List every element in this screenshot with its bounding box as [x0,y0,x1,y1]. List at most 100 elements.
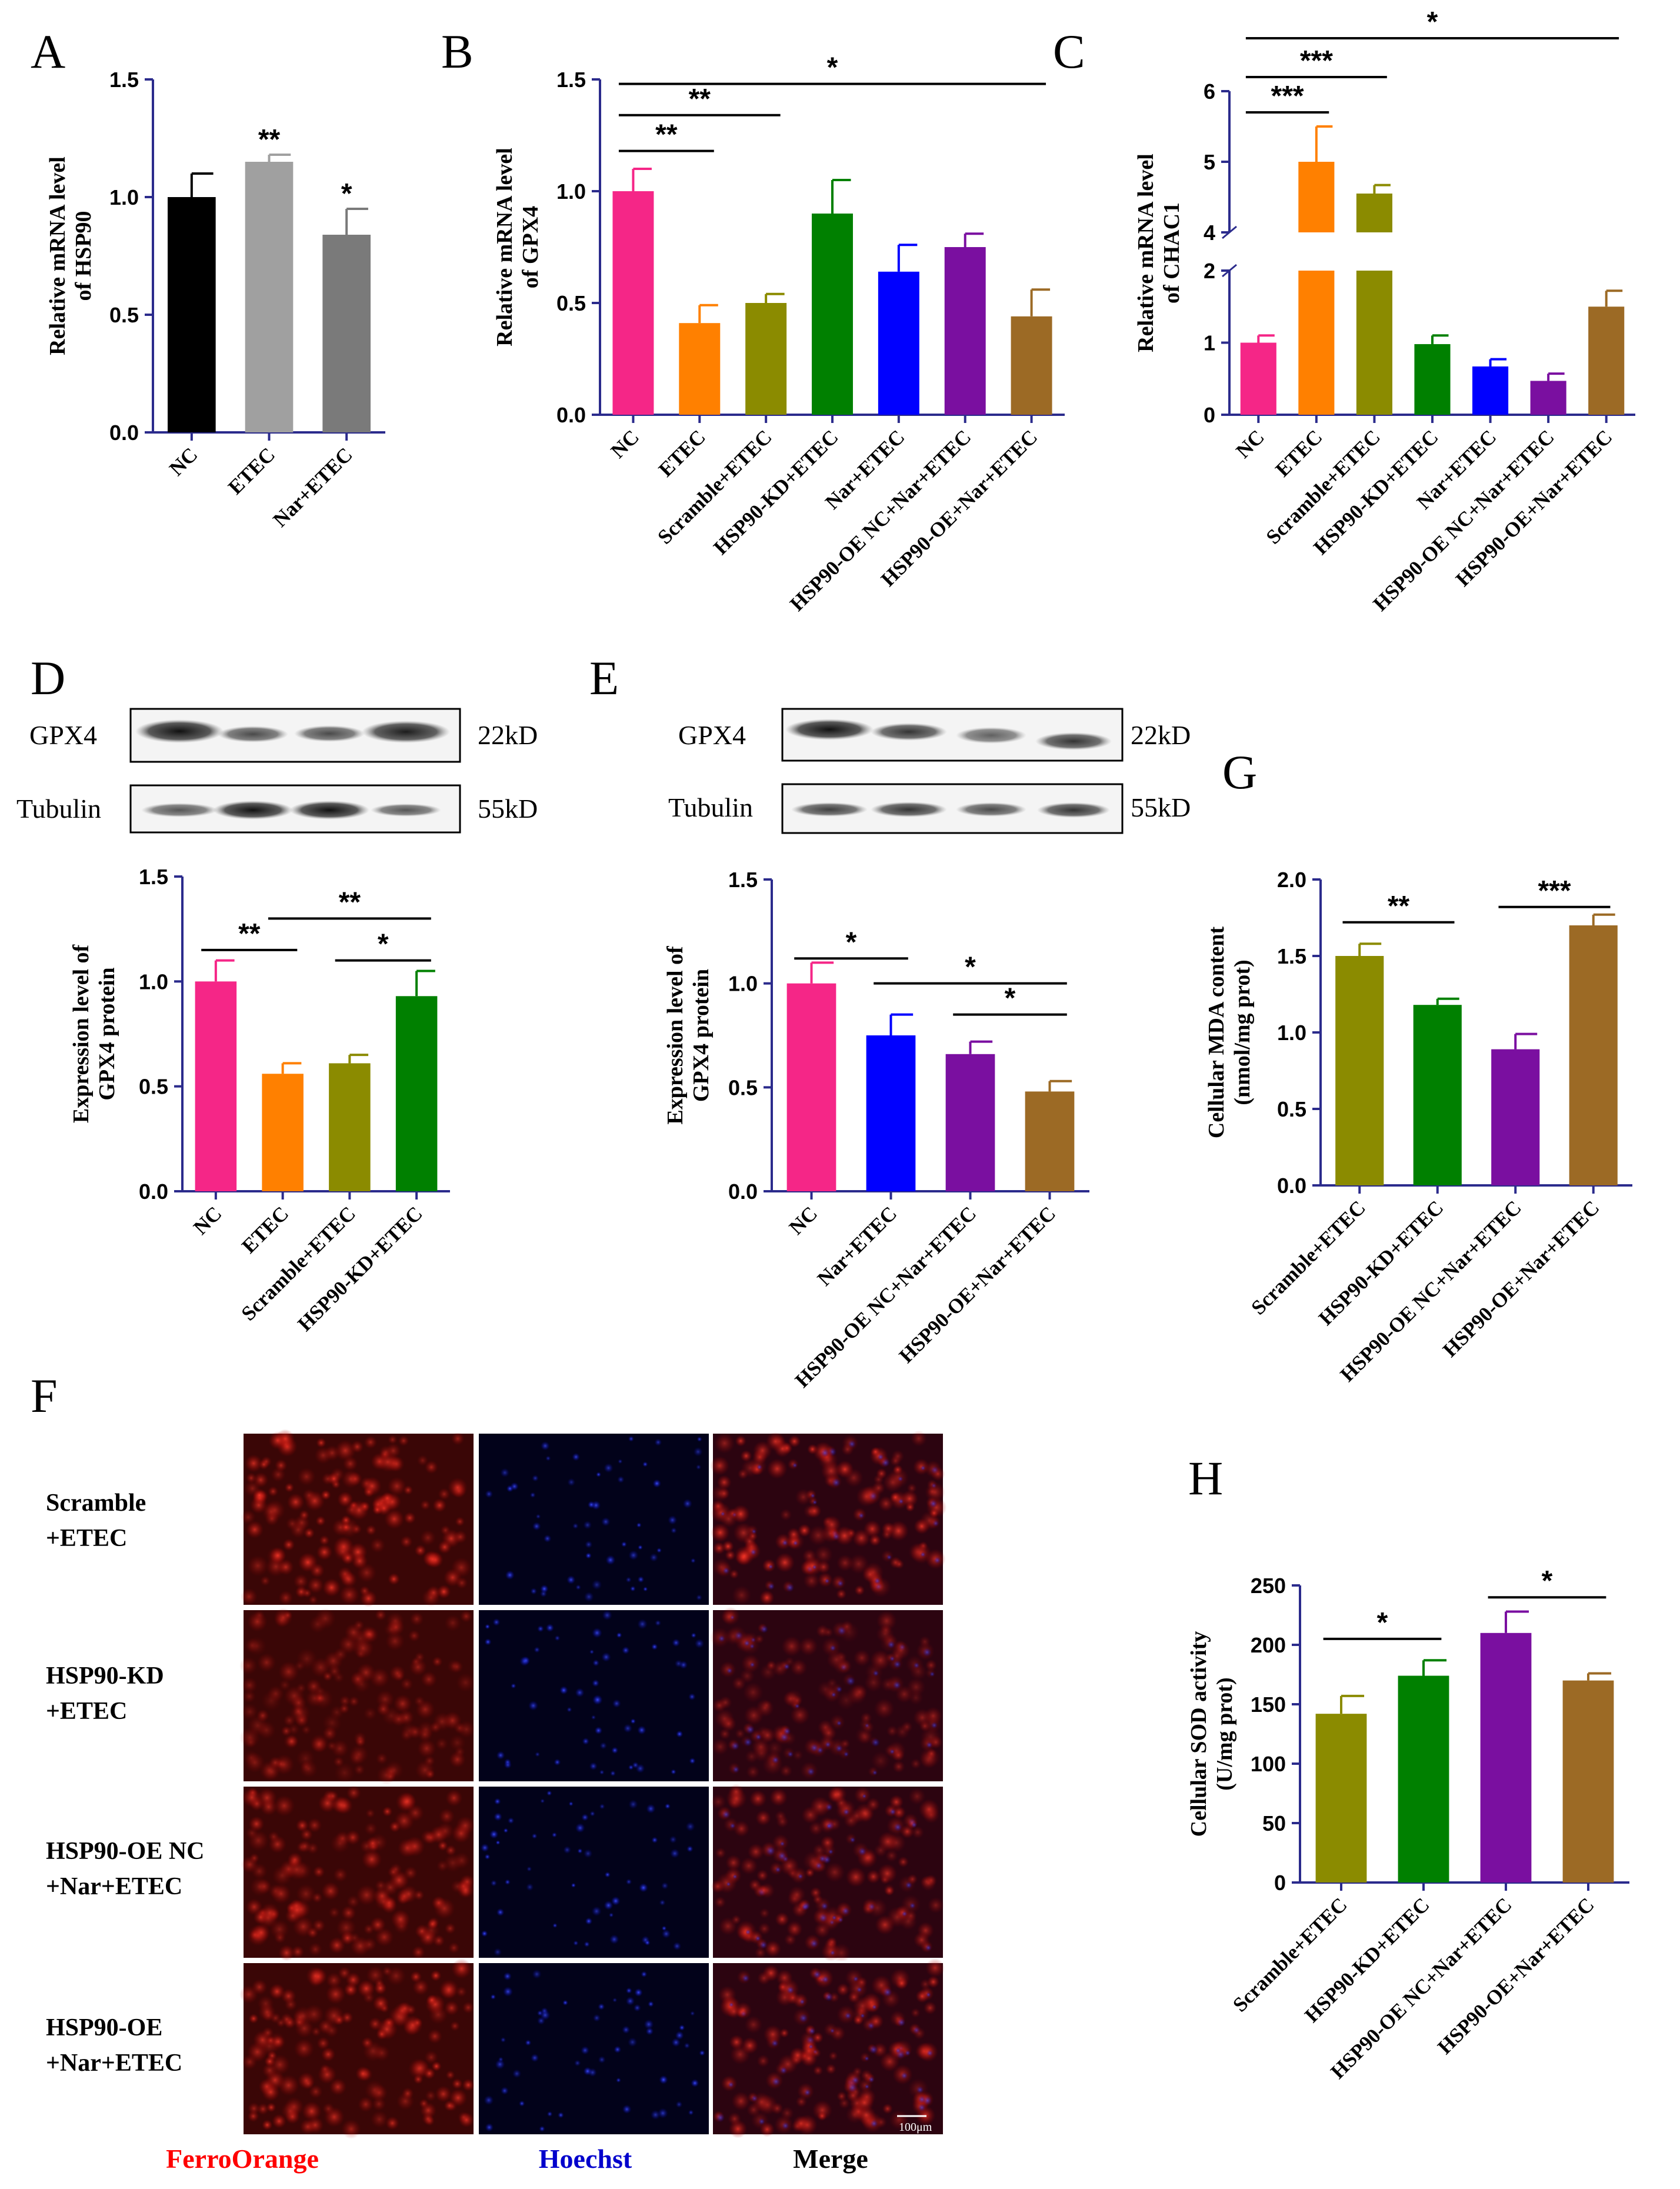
y-axis-label-line: Cellular SOD activity [1186,1631,1211,1837]
microscopy-image [709,1607,945,1784]
y-tick-label: 1.0 [556,179,586,204]
bar [786,983,836,1191]
wb-e-protein-gpx4: GPX4 [678,720,746,750]
y-tick-label: 5 [1204,150,1215,174]
f-row-label-3a: HSP90-OE NC [46,1838,205,1865]
bar-upper [1356,194,1392,232]
bar-upper [1298,162,1335,232]
bar [1414,344,1451,415]
microscopy-image [711,1958,945,2138]
significance-label: ** [655,119,678,151]
bar [1480,1632,1532,1883]
y-tick-label: 0.5 [1277,1097,1306,1121]
x-tick-label: NC [785,1202,822,1239]
y-tick-label: 0.0 [109,421,139,445]
bar [1398,1675,1449,1883]
microscopy-image [476,1431,711,1607]
bar [1569,925,1618,1185]
bar [1335,956,1384,1185]
wb-e-size-22kd: 22kD [1131,720,1191,750]
x-tick-label: ETEC [654,425,710,481]
wb-e-protein-tubulin: Tubulin [668,792,753,822]
bar [1413,1005,1462,1185]
bar [944,247,986,415]
x-tick-label: ETEC [237,1202,293,1258]
microscopy-image [239,1958,476,2139]
y-axis-label: Cellular MDA content(nmol/mg prot) [1204,927,1255,1139]
y-tick-label: 0.0 [556,403,586,427]
chart-d: 0.0 0.5 1.0 1.5 Expression level ofGPX4 prot… [69,865,450,1335]
bar [1472,366,1509,415]
western-blot-d: GPX4 Tubulin 22kD 55kD [16,708,538,834]
f-row-label-2b: +ETEC [46,1698,127,1725]
wb-e-bands-gpx4 [785,719,1112,750]
y-tick-label: 100 [1251,1752,1286,1776]
bar [395,996,438,1191]
scale-bar-label: 100μm [899,2121,932,2134]
panel-letter-c: C [1053,25,1085,78]
y-axis-label-line: Expression level of [69,944,94,1124]
f-row-label-1a: Scramble [46,1490,146,1517]
microscopy-image [239,1608,476,1785]
f-channel-ferroorange: FerroOrange [166,2144,319,2174]
bar [866,1035,916,1191]
bar [878,271,919,415]
bar [329,1063,371,1191]
y-tick-label: 0.5 [109,303,139,327]
panel-letter-e: E [589,651,619,705]
bar [1491,1049,1540,1185]
bar [679,323,721,415]
significance-label: ** [238,918,261,949]
wb-d-bands-gpx4 [135,719,450,743]
y-tick-label: 1.0 [109,185,139,209]
significance-label: ** [258,124,281,155]
f-row-label-2a: HSP90-KD [46,1662,164,1690]
scale-bar: 100μm [897,2115,932,2134]
significance-label: ** [689,84,711,115]
chart-b: 0.0 0.5 1.0 1.5 Relative mRNA levelof GPX4 NC… [492,52,1065,615]
significance-label: * [846,927,857,958]
y-axis-label: Relative mRNA levelof CHAC1 [1134,154,1184,352]
y-axis-label: Expression level ofGPX4 protein [663,945,714,1125]
y-axis-label-line: Cellular MDA content [1204,927,1229,1139]
x-tick-label: HSP90-KD+ETEC [293,1202,426,1335]
wb-d-protein-gpx4: GPX4 [29,720,97,750]
chart-h: 0 50 100 150 200 250 Cellular SOD activity(U/m… [1186,1565,1629,2083]
y-tick-label: 2.0 [1277,868,1306,892]
significance-label: * [1377,1607,1388,1638]
bar [1562,1680,1614,1883]
y-tick-label: 2 [1204,259,1215,283]
y-tick-label: 150 [1251,1692,1286,1717]
wb-e-size-55kd: 55kD [1131,792,1191,822]
y-axis-label-line: of HSP90 [71,211,96,301]
panel-letter-g: G [1222,745,1257,799]
y-tick-label: 0.5 [556,291,586,315]
wb-d-size-55kd: 55kD [478,794,538,824]
microscopy-image [711,1784,945,1963]
bar [745,303,787,415]
microscopy-image [241,1784,476,1961]
y-axis-label-line: of GPX4 [518,206,543,288]
y-tick-label: 0.0 [139,1180,168,1204]
x-tick-label: ETEC [224,443,279,499]
microscopy-image [476,1784,711,1960]
y-axis-label-line: Relative mRNA level [492,148,517,346]
x-tick-label: NC [1232,425,1269,462]
bar [1298,271,1335,415]
y-tick-label: 1.0 [1277,1021,1306,1045]
f-row-label-4b: +Nar+ETEC [46,2050,182,2077]
f-channel-hoechst: Hoechst [539,2144,632,2174]
bar [1011,316,1052,415]
bar [1530,381,1566,415]
y-axis-label-line: Relative mRNA level [45,156,70,355]
bar [168,197,216,432]
bar [262,1074,304,1191]
y-tick-label: 1.5 [139,865,168,889]
y-axis-label-line: Expression level of [663,945,688,1125]
x-tick-label: HSP90-OE+Nar+ETEC [895,1202,1060,1367]
panel-letter-b: B [441,25,474,78]
x-tick-label: HSP90-KD+ETEC [709,425,842,559]
f-row-label-4a: HSP90-OE [46,2014,162,2041]
